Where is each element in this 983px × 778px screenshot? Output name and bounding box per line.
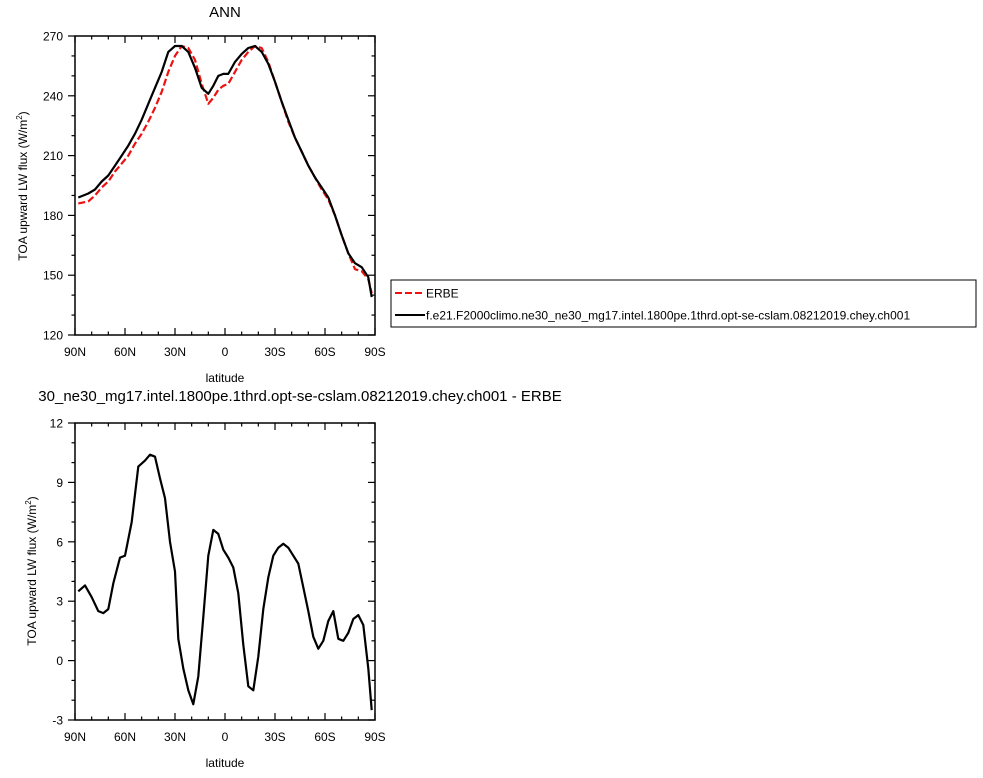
top-chart-y-tick-label: 210	[43, 149, 63, 163]
top-chart-x-tick-label: 0	[222, 345, 229, 359]
top-chart-y-tick-label: 240	[43, 89, 63, 103]
bottom-chart-y-axis-label-text: TOA upward LW flux	[25, 537, 39, 646]
top-chart-y-axis-label-text: TOA upward LW flux	[16, 152, 30, 261]
top-chart-series-line-1	[77, 44, 373, 298]
bottom-chart-y-tick-label: 3	[56, 595, 63, 609]
bottom-chart-x-tick-label: 60S	[314, 730, 335, 744]
bottom-chart-y-axis-label: TOA upward LW flux (W/m2)	[24, 496, 39, 645]
bottom-chart-x-tick-label: 90N	[64, 730, 86, 744]
top-chart-x-tick-label: 90N	[64, 345, 86, 359]
top-chart-series-line-0	[78, 44, 373, 294]
top-chart-frame	[74, 35, 376, 336]
top-chart-ticks: 90N 60N 30N 0 30S 60S 90S 120 150 180 210 240 270	[43, 30, 386, 360]
bottom-chart-y-tick-label: 6	[56, 535, 63, 549]
bottom-chart-x-axis-label: latitude	[206, 756, 245, 770]
legend-label-model: f.e21.F2000climo.ne30_ne30_mg17.intel.18…	[426, 309, 910, 323]
bottom-chart-marks	[77, 453, 373, 711]
top-chart-x-tick-label: 60N	[114, 345, 136, 359]
bottom-chart-y-axis-unit-prefix: (W/m	[25, 505, 39, 534]
bottom-chart-y-tick-label: -3	[52, 714, 63, 728]
top-chart-x-tick-label: 30S	[264, 345, 285, 359]
top-chart-y-axis-label: TOA upward LW flux (W/m2)	[15, 111, 30, 260]
top-chart-y-axis-unit-prefix: (W/m	[16, 120, 30, 149]
bottom-chart-x-tick-label: 30S	[264, 730, 285, 744]
bottom-chart-x-tick-label: 90S	[364, 730, 385, 744]
bottom-chart-y-axis-unit-suffix: )	[25, 496, 39, 500]
bottom-chart-title: 30_ne30_mg17.intel.1800pe.1thrd.opt-se-c…	[38, 388, 561, 405]
bottom-chart-series-line-0	[77, 453, 373, 711]
top-chart-y-axis-unit-suffix: )	[16, 111, 30, 115]
bottom-chart-x-tick-label: 60N	[114, 730, 136, 744]
top-chart-x-tick-label: 90S	[364, 345, 385, 359]
top-chart-marks	[77, 44, 373, 298]
legend-box	[390, 279, 977, 328]
bottom-chart-y-tick-label: 12	[50, 417, 64, 431]
bottom-chart: 30_ne30_mg17.intel.1800pe.1thrd.opt-se-c…	[24, 388, 562, 770]
top-chart-title: ANN	[209, 4, 241, 21]
top-chart-y-tick-label: 270	[43, 30, 63, 44]
legend: ERBE f.e21.F2000climo.ne30_ne30_mg17.int…	[390, 279, 977, 328]
bottom-chart-y-axis-unit-exp: 2	[24, 500, 33, 505]
top-chart: ANN 90N 60N 30N 0 30S 60S 90S 120 150 180 210 240 27…	[15, 4, 386, 385]
legend-label-erbe: ERBE	[426, 287, 459, 301]
top-chart-y-tick-label: 180	[43, 209, 63, 223]
top-chart-y-axis-unit-exp: 2	[15, 115, 24, 120]
bottom-chart-x-tick-label: 0	[222, 730, 229, 744]
bottom-chart-frame	[74, 422, 376, 721]
top-chart-y-tick-label: 150	[43, 269, 63, 283]
bottom-chart-ticks: 90N 60N 30N 0 30S 60S 90S -3 0 3 6 9 12	[50, 417, 386, 745]
bottom-chart-y-tick-label: 0	[56, 654, 63, 668]
bottom-chart-x-tick-label: 30N	[164, 730, 186, 744]
top-chart-y-tick-label: 120	[43, 329, 63, 343]
top-chart-x-axis-label: latitude	[206, 371, 245, 385]
bottom-chart-y-tick-label: 9	[56, 476, 63, 490]
top-chart-x-tick-label: 60S	[314, 345, 335, 359]
top-chart-x-tick-label: 30N	[164, 345, 186, 359]
